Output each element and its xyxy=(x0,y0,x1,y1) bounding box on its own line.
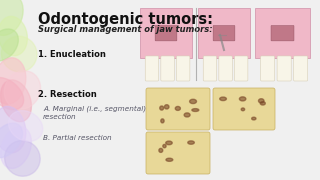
FancyBboxPatch shape xyxy=(140,8,192,58)
Ellipse shape xyxy=(166,141,172,145)
FancyBboxPatch shape xyxy=(146,88,210,130)
FancyBboxPatch shape xyxy=(155,26,177,41)
Ellipse shape xyxy=(160,106,164,110)
Text: 2. Resection: 2. Resection xyxy=(38,90,97,99)
Ellipse shape xyxy=(192,109,199,111)
FancyBboxPatch shape xyxy=(219,56,232,81)
Ellipse shape xyxy=(0,123,22,158)
FancyBboxPatch shape xyxy=(277,56,291,81)
Ellipse shape xyxy=(4,71,41,109)
FancyBboxPatch shape xyxy=(213,26,235,41)
Ellipse shape xyxy=(163,144,166,148)
FancyBboxPatch shape xyxy=(145,56,159,81)
FancyBboxPatch shape xyxy=(294,56,308,81)
Ellipse shape xyxy=(184,113,190,117)
FancyBboxPatch shape xyxy=(198,8,250,58)
Text: Surgical management of jaw tumors:: Surgical management of jaw tumors: xyxy=(38,25,212,34)
Ellipse shape xyxy=(161,119,164,123)
Ellipse shape xyxy=(1,80,31,122)
Ellipse shape xyxy=(0,0,23,35)
FancyBboxPatch shape xyxy=(213,88,275,130)
FancyBboxPatch shape xyxy=(161,56,174,81)
FancyBboxPatch shape xyxy=(235,56,248,81)
Ellipse shape xyxy=(0,58,26,104)
Ellipse shape xyxy=(8,111,43,141)
Ellipse shape xyxy=(0,78,24,110)
FancyBboxPatch shape xyxy=(203,56,217,81)
Ellipse shape xyxy=(260,102,265,105)
FancyBboxPatch shape xyxy=(271,26,294,41)
FancyBboxPatch shape xyxy=(255,8,310,58)
Ellipse shape xyxy=(1,127,31,168)
Ellipse shape xyxy=(0,16,28,56)
Text: A. Marginal (i.e., segmental)
resection: A. Marginal (i.e., segmental) resection xyxy=(43,105,146,120)
Ellipse shape xyxy=(220,97,227,101)
Ellipse shape xyxy=(241,108,245,111)
Ellipse shape xyxy=(4,141,40,176)
FancyBboxPatch shape xyxy=(176,56,190,81)
Ellipse shape xyxy=(259,99,264,103)
Ellipse shape xyxy=(190,99,196,104)
Text: 1. Enucleation: 1. Enucleation xyxy=(38,50,106,59)
Ellipse shape xyxy=(166,158,173,161)
Ellipse shape xyxy=(0,106,26,153)
Ellipse shape xyxy=(1,36,37,72)
Ellipse shape xyxy=(239,97,246,101)
Text: Odontogenic tumors:: Odontogenic tumors: xyxy=(38,12,213,27)
Ellipse shape xyxy=(175,106,180,110)
Ellipse shape xyxy=(159,148,163,152)
Ellipse shape xyxy=(252,117,256,120)
Text: B. Partial resection: B. Partial resection xyxy=(43,135,112,141)
FancyBboxPatch shape xyxy=(146,132,210,174)
Ellipse shape xyxy=(188,141,194,144)
Ellipse shape xyxy=(0,29,18,61)
FancyBboxPatch shape xyxy=(260,56,275,81)
Ellipse shape xyxy=(164,105,169,109)
